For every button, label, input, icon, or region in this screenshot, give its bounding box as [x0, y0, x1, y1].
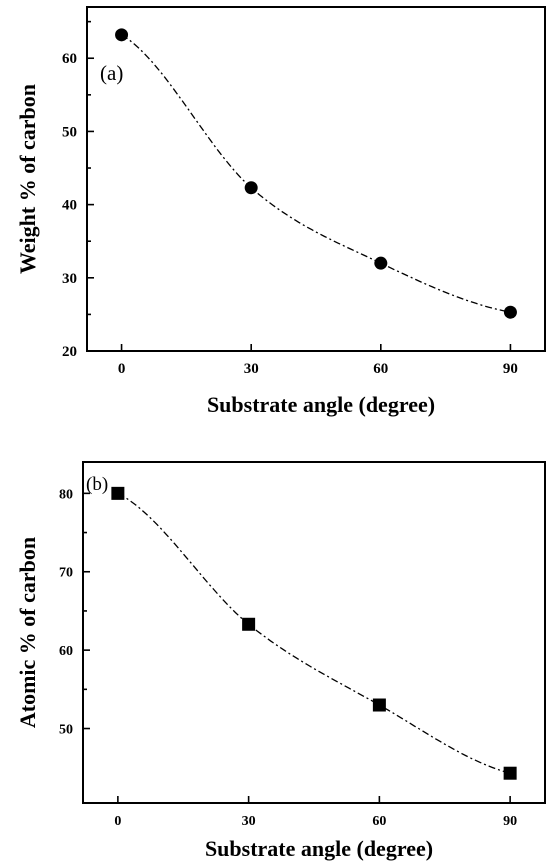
data-markers [115, 28, 517, 319]
data-point [115, 28, 129, 42]
x-tick-label: 90 [503, 361, 518, 377]
plot-frame [86, 6, 546, 352]
x-tick-label: 30 [242, 814, 256, 829]
x-tick-label: 0 [114, 814, 121, 829]
fit-curve [121, 34, 511, 313]
y-tick-label: 60 [62, 51, 77, 67]
data-point [503, 766, 517, 780]
x-tick-label: 0 [118, 361, 126, 377]
data-point [242, 617, 256, 631]
data-point [374, 256, 388, 270]
panel-label: (b) [86, 474, 108, 495]
y-axis-title: Atomic % of carbon [15, 537, 40, 728]
plot-frame [82, 461, 546, 804]
y-tick-label: 40 [62, 198, 77, 214]
data-point [111, 486, 125, 500]
fit-curve [117, 492, 511, 774]
data-markers [111, 486, 517, 780]
y-tick-label: 70 [59, 566, 73, 581]
chart-panel-a: 0 30 60 90 20 30 40 50 60 (a) Substrate angle (d… [15, 6, 546, 417]
x-axis-title: Substrate angle (degree) [207, 392, 435, 417]
data-point [244, 181, 258, 195]
axis-ticks: 0 30 60 90 20 30 40 50 60 [62, 20, 518, 377]
axis-ticks: 0 30 60 90 50 60 70 80 [59, 487, 517, 829]
y-tick-label: 50 [59, 723, 73, 738]
x-tick-label: 30 [244, 361, 259, 377]
data-point [503, 305, 517, 319]
x-axis-title: Substrate angle (degree) [205, 836, 433, 861]
x-tick-label: 90 [503, 814, 517, 829]
y-tick-label: 20 [62, 344, 77, 360]
chart-panel-b: 0 30 60 90 50 60 70 80 (b) Substrate angle (deg… [15, 461, 546, 861]
panel-label: (a) [100, 61, 123, 85]
y-tick-label: 60 [59, 644, 73, 659]
data-point [372, 698, 386, 712]
y-axis-title: Weight % of carbon [15, 84, 40, 274]
x-tick-label: 60 [373, 361, 388, 377]
x-tick-label: 60 [372, 814, 386, 829]
y-tick-label: 50 [62, 124, 77, 140]
y-tick-label: 30 [62, 271, 77, 287]
y-tick-label: 80 [59, 487, 73, 502]
